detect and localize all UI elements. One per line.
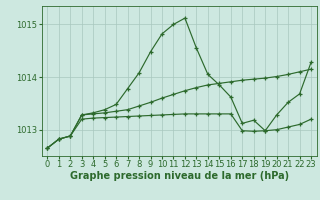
X-axis label: Graphe pression niveau de la mer (hPa): Graphe pression niveau de la mer (hPa)	[70, 171, 289, 181]
